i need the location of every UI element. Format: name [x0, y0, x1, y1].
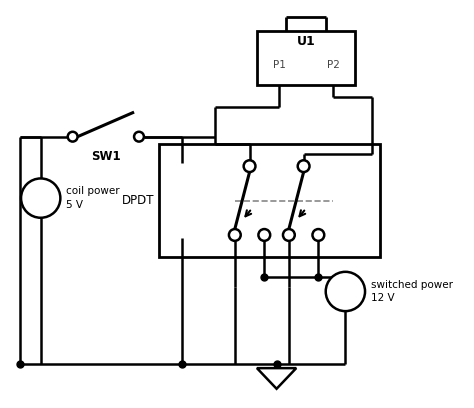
- Circle shape: [229, 229, 241, 241]
- Text: SW1: SW1: [91, 151, 120, 164]
- Circle shape: [312, 229, 324, 241]
- Text: coil power: coil power: [66, 186, 120, 196]
- Circle shape: [326, 272, 365, 311]
- Text: 5 V: 5 V: [66, 200, 83, 210]
- Text: 12 V: 12 V: [371, 293, 394, 304]
- Circle shape: [244, 160, 255, 172]
- Circle shape: [134, 132, 144, 142]
- Text: switched power: switched power: [371, 279, 453, 290]
- Text: −: −: [34, 197, 47, 213]
- Bar: [159, 144, 380, 257]
- Circle shape: [298, 160, 310, 172]
- Text: +: +: [35, 185, 46, 199]
- Text: P1: P1: [273, 60, 285, 69]
- Text: P2: P2: [327, 60, 339, 69]
- Circle shape: [68, 132, 78, 142]
- Polygon shape: [257, 368, 296, 389]
- Circle shape: [21, 178, 60, 218]
- Circle shape: [258, 229, 270, 241]
- Text: −: −: [339, 291, 352, 306]
- Text: U1: U1: [297, 35, 315, 48]
- Text: +: +: [339, 278, 351, 292]
- Circle shape: [283, 229, 295, 241]
- Bar: [257, 31, 355, 85]
- Text: DPDT: DPDT: [122, 194, 155, 207]
